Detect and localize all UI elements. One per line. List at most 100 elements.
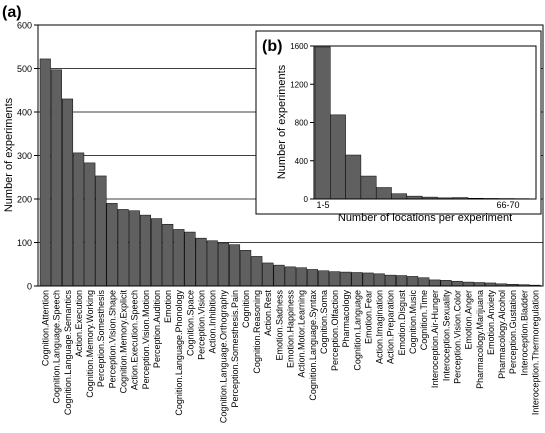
panel-a-x-tick-label: Cognition.Reasoning bbox=[252, 290, 262, 374]
panel-b-bar bbox=[375, 187, 392, 200]
panel-b-label: (b) bbox=[262, 38, 282, 55]
panel-a-bar bbox=[284, 266, 296, 287]
panel-b-bar bbox=[330, 114, 346, 200]
panel-a-x-tick-label: Interoception.Air-Hunger bbox=[430, 290, 440, 388]
panel-a-x-tick-label: Perception.Somesthesis.Pain bbox=[230, 290, 240, 408]
panel-a-bar bbox=[273, 264, 285, 287]
panel-a-x-tick-label: Action.Preparation bbox=[386, 290, 396, 364]
panel-a-x-tick-label: Cognition.Time bbox=[419, 290, 429, 350]
panel-a-bar bbox=[206, 240, 218, 287]
panel-a-bar bbox=[162, 223, 174, 287]
panel-b-plot-frame bbox=[313, 45, 537, 200]
panel-a-bar bbox=[473, 282, 485, 287]
panel-a-x-tick-label: Cognition.Memory.Explicit bbox=[119, 290, 129, 394]
panel-a-y-tick-label: 600 bbox=[17, 21, 32, 31]
panel-a-bar bbox=[62, 98, 74, 287]
panel-a-bar bbox=[329, 271, 341, 287]
panel-a-plot-frame bbox=[37, 24, 544, 287]
panel-b-x-axis-title: Number of locations per experiment bbox=[338, 212, 512, 224]
panel-a-x-tick-label: Action.Rest bbox=[263, 290, 273, 337]
panel-a-x-tick-label: Action.Execution.Speech bbox=[130, 290, 140, 390]
panel-b-bar bbox=[360, 175, 377, 200]
panel-a-x-tick-label: Emotion.Fear bbox=[363, 290, 373, 344]
panel-a-bar bbox=[295, 267, 307, 287]
panel-a-x-tick-label: Perception.Vision bbox=[196, 290, 206, 360]
panel-a-bar bbox=[195, 237, 207, 287]
panel-a-x-tick-label: Perception.Olfaction bbox=[330, 290, 340, 371]
panel-a-bar bbox=[73, 152, 85, 287]
panel-a-x-tick-label: Cognition bbox=[241, 290, 251, 328]
panel-a-x-tick-label: Action.Motor.Learning bbox=[297, 290, 307, 378]
panel-a-x-tick-label: Interoception.Sexuality bbox=[441, 290, 451, 382]
panel-a-y-axis-title: Number of experiments bbox=[3, 97, 15, 212]
panel-a-x-tick-label: Cognition.Language bbox=[352, 290, 362, 371]
panel-a-x-tick-label: Pharmacology.Alcohol bbox=[497, 290, 507, 379]
panel-b-y-tick-label: 1600 bbox=[290, 42, 308, 51]
panel-a-bar bbox=[50, 69, 62, 287]
panel-a-x-tick-label: Cognition.Music bbox=[408, 290, 418, 355]
panel-a-bar bbox=[251, 256, 263, 287]
panel-a-x-tick-label: Pharmacology bbox=[341, 290, 351, 348]
panel-a-x-tick-label: Cognition.Language.Phonology bbox=[174, 290, 184, 416]
panel-a-bar bbox=[128, 210, 140, 287]
panel-b-x-tick-first: 1-5 bbox=[316, 200, 329, 210]
panel-a-bar bbox=[95, 175, 107, 287]
panel-a-bar bbox=[440, 280, 452, 287]
panel-b-y-axis: 0 400 800 1200 1600 bbox=[290, 42, 314, 204]
panel-a-bar bbox=[384, 274, 396, 287]
panel-a-y-axis: 0 100 200 300 400 500 600 bbox=[17, 21, 38, 292]
panel-b-y-tick-label: 800 bbox=[295, 119, 309, 128]
panel-a-x-tick-label: Emotion.Happiness bbox=[286, 290, 296, 369]
panel-a-x-tick-label: Cognition.Soma bbox=[319, 290, 329, 354]
panel-a-bar bbox=[351, 272, 363, 287]
panel-a-x-tick-label: Cognition.Memory.Working bbox=[85, 290, 95, 398]
panel-a-x-tick-label: Cognition.Language.Orthography bbox=[219, 290, 229, 424]
panel-a-bar bbox=[451, 280, 463, 287]
panel-a-x-tick-label: Emotion bbox=[163, 290, 173, 323]
panel-a-x-tick-label: Perception.Vision.Motion bbox=[141, 290, 151, 389]
panel-a-bar bbox=[217, 242, 229, 287]
panel-a-y-tick-label: 0 bbox=[27, 282, 32, 292]
panel-a-x-tick-label: Emotion.Anger bbox=[464, 290, 474, 350]
panel-a-y-tick-label: 300 bbox=[17, 151, 32, 161]
panel-a-bar bbox=[184, 231, 196, 287]
panel-a-x-tick-labels: Cognition.Attention Cognition.Language.Sp… bbox=[41, 290, 541, 424]
panel-a-x-tick-label: Interoception.Thermoregulation bbox=[530, 290, 540, 415]
panel-a-x-tick-label: Emotion.Sadness bbox=[274, 290, 284, 361]
panel-a-bar bbox=[396, 275, 408, 287]
panel-b-y-tick-label: 0 bbox=[304, 195, 309, 204]
panel-a-bar bbox=[418, 277, 430, 287]
panel-a-y-tick-label: 200 bbox=[17, 195, 32, 205]
panel-b-bar bbox=[314, 46, 331, 200]
panel-a-x-tick-label: Interoception.Bladder bbox=[519, 290, 529, 376]
panel-a-bar bbox=[139, 214, 151, 287]
panel-a-x-tick-label: Perception.Somesthesis bbox=[96, 290, 106, 388]
panel-a-bar bbox=[151, 218, 163, 287]
panel-b-y-tick-label: 1200 bbox=[290, 80, 308, 89]
panel-a-x-tick-label: Pharmacology.Marijuana bbox=[475, 290, 485, 389]
panel-a-bar bbox=[429, 279, 441, 287]
panel-a-bar bbox=[362, 272, 374, 287]
panel-a-x-tick-label: Perception.Audition bbox=[152, 290, 162, 368]
panel-a-bar bbox=[306, 269, 318, 287]
panel-a-x-tick-label: Cognition.Language.Semantics bbox=[63, 290, 73, 416]
panel-a-x-tick-label: Action.Execution bbox=[74, 290, 84, 357]
panel-a-x-tick-label: Cognition.Language.Syntax bbox=[308, 290, 318, 401]
panel-b-x-tick-last: 66-70 bbox=[496, 200, 519, 210]
panel-a-bar bbox=[106, 203, 118, 287]
panel-a-y-tick-label: 500 bbox=[17, 64, 32, 74]
panel-a-bar bbox=[462, 281, 474, 287]
panel-a-y-tick-label: 400 bbox=[17, 108, 32, 118]
panel-a-x-tick-label: Action.Imagination bbox=[375, 290, 385, 364]
panel-a-bar bbox=[84, 162, 96, 287]
panel-b-bar bbox=[391, 193, 408, 200]
panel-a-bar bbox=[240, 250, 252, 287]
panel-a-x-tick-label: Perception.Vision.Color bbox=[453, 290, 463, 384]
panel-b-background bbox=[255, 30, 542, 215]
panel-a-bar bbox=[407, 276, 419, 287]
panel-a-x-tick-label: Cognition.Space bbox=[185, 290, 195, 356]
panel-a-bar bbox=[373, 273, 385, 287]
panel-a-x-tick-label: Emotion.Disgust bbox=[397, 290, 407, 356]
panel-b-y-axis-title: Number of experiments bbox=[276, 64, 288, 179]
